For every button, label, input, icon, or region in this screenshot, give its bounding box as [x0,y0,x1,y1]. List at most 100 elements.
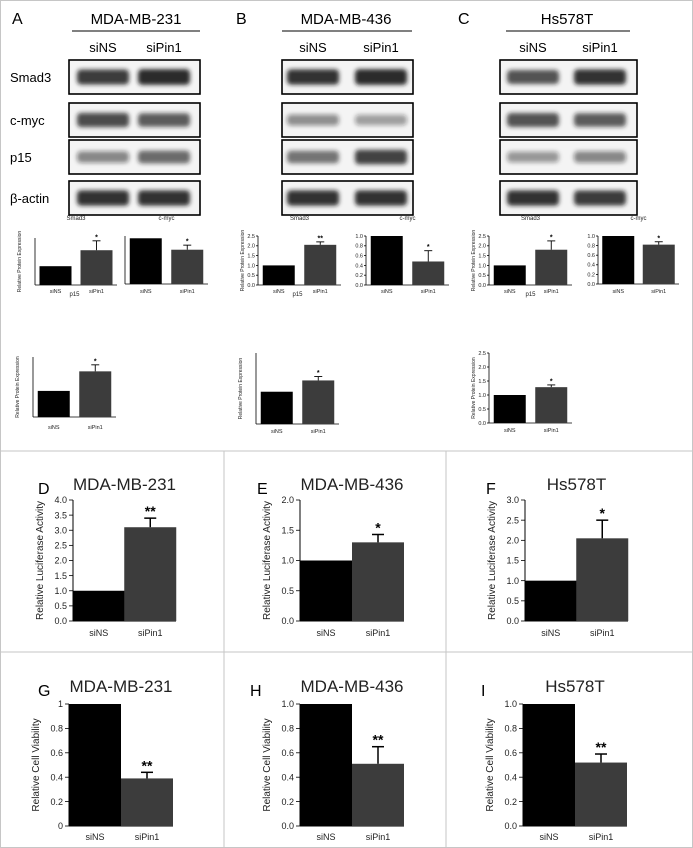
bar-sins [523,704,575,826]
x-tick-label: siPin1 [138,628,163,638]
y-tick-label: 0 [58,821,63,831]
y-axis-label: Relative Protein Expression [471,230,477,292]
bar-sins [72,590,125,621]
y-tick-label: 1 [58,699,63,709]
y-tick-label: 1.0 [355,234,363,240]
lane-label: siNS [299,40,327,55]
y-axis-label: Relative Protein Expression [15,356,21,418]
x-tick-label: siNS [140,289,152,295]
significance-mark: ** [596,739,607,755]
y-tick-label: 0.0 [506,616,519,626]
chart-title: MDA-MB-436 [301,677,404,696]
blot-panel-b: B MDA-MB-436 siNS siPin1 [236,11,414,216]
y-tick-label: 0.0 [478,421,486,427]
y-tick-label: 0.2 [50,797,63,807]
y-tick-label: 0.6 [50,748,63,758]
chart-i-hs578t: I Hs578T 0.0 0.2 0.4 0.6 0.8 1.0 Relative Cell V… [481,677,627,842]
bar-sins [69,704,121,826]
bar-sins [300,704,352,826]
bar-sipin1 [80,250,113,285]
y-tick-label: 0.8 [50,724,63,734]
chart-a-p15: p15 Relative Protein Expression siNS * siPin… [15,292,116,431]
blot-row-label: Smad3 [10,70,51,85]
bar-sins [300,560,352,621]
bar-sins [129,238,162,284]
y-tick-label: 2.5 [247,234,255,240]
chart-d-mda-mb-231: D MDA-MB-231 0.0 0.5 1.0 1.5 2.0 2.5 3.0 3.5 4.0 Re… [35,475,177,638]
y-axis-label: Relative Luciferase Activity [262,501,273,620]
y-tick-label: 0.8 [281,724,294,734]
lane-label: siPin1 [582,40,617,55]
x-tick-label: siPin1 [366,628,391,638]
y-tick-label: 0.0 [247,283,255,289]
y-tick-label: 1.5 [281,525,294,535]
blot-row-label: p15 [10,150,32,165]
significance-mark: ** [373,732,384,748]
y-tick-label: 0.5 [247,273,255,279]
significance-mark: * [550,234,553,241]
y-axis-label: Relative Luciferase Activity [35,501,46,620]
y-tick-label: 1.5 [54,571,67,581]
significance-mark: * [95,234,98,241]
bar-sins [602,236,635,284]
lane-label: siNS [89,40,117,55]
protein-band [138,113,190,127]
chart-title: Smad3 [66,216,86,222]
y-tick-label: 1.5 [478,379,486,385]
bar-sipin1 [412,261,445,285]
x-tick-label: siNS [89,628,108,638]
protein-band [77,190,129,206]
panel-letter: A [12,11,23,28]
bar-sipin1 [79,371,112,417]
chart-title: Hs578T [545,677,605,696]
y-tick-label: 2.0 [281,495,294,505]
x-tick-label: siNS [381,289,393,295]
significance-mark: ** [318,235,324,242]
bar-charts: Smad3 Relative Protein Expression siNS * siP… [15,216,679,842]
y-tick-label: 1.0 [281,556,294,566]
y-tick-label: 4.0 [54,495,67,505]
bar-sins [493,395,526,423]
protein-band [287,69,339,85]
western-blots: A MDA-MB-231 siNS siPin1 Smad3 c-myc p15 β-acti… [10,11,638,216]
x-tick-label: siPin1 [651,289,666,295]
y-tick-label: 2.0 [478,244,486,250]
x-tick-label: siPin1 [589,832,614,842]
protein-band [507,190,559,206]
y-axis-label: Relative Protein Expression [471,357,477,419]
bar-sins [262,265,295,285]
lane-label: siPin1 [146,40,181,55]
significance-mark: * [94,358,97,365]
y-tick-label: 0.5 [281,586,294,596]
y-tick-label: 0.5 [478,273,486,279]
y-tick-label: 0.0 [478,283,486,289]
blot-panel-a: A MDA-MB-231 siNS siPin1 Smad3 c-myc p15 β-acti… [10,11,201,216]
y-tick-label: 1.0 [506,576,519,586]
x-tick-label: siNS [85,832,104,842]
x-tick-label: siPin1 [421,289,436,295]
x-tick-label: siNS [539,832,558,842]
chart-title: MDA-MB-436 [301,475,404,494]
bar-sipin1 [171,249,204,284]
bar-sipin1 [642,244,675,284]
y-tick-label: 3.5 [54,510,67,520]
y-tick-label: 2.5 [478,351,486,357]
chart-f-hs578t: F Hs578T 0.0 0.5 1.0 1.5 2.0 2.5 3.0 Relative Luc… [486,475,629,638]
chart-g-mda-mb-231: G MDA-MB-231 0 0.2 0.4 0.6 0.8 1 Relative Cell V… [31,677,173,842]
bar-sipin1 [304,244,337,285]
lane-label: siPin1 [363,40,398,55]
y-axis-label: Relative Cell Viability [485,718,496,811]
x-tick-label: siPin1 [366,832,391,842]
y-tick-label: 1.5 [247,254,255,260]
y-tick-label: 1.5 [478,254,486,260]
significance-mark: ** [142,757,153,773]
protein-band [507,151,559,163]
x-tick-label: siNS [504,289,516,295]
panel-letter: H [250,683,262,700]
y-tick-label: 3.0 [506,495,519,505]
chart-title: Smad3 [521,216,541,222]
protein-band [287,150,339,164]
significance-mark: * [427,244,430,251]
